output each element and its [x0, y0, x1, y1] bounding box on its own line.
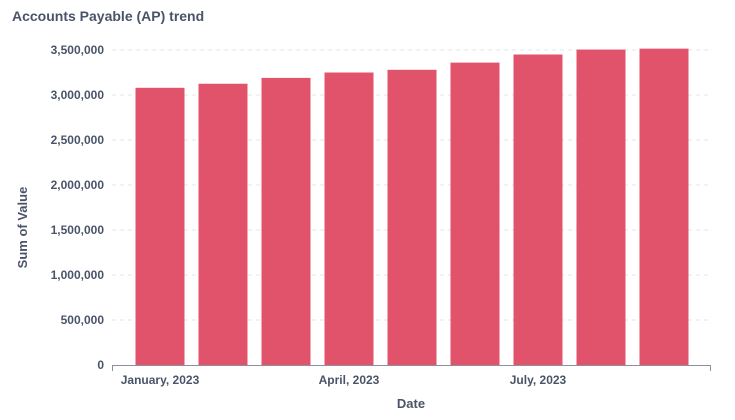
bar	[576, 49, 626, 366]
y-tick-label: 500,000	[61, 313, 105, 327]
y-tick-label: 0	[97, 358, 104, 372]
x-tick-label: January, 2023	[121, 373, 200, 387]
bar	[513, 54, 563, 365]
y-axis-title: Sum of Value	[15, 187, 30, 269]
bar	[639, 48, 689, 366]
bar	[198, 83, 248, 365]
bar	[450, 62, 500, 365]
y-tick-label: 2,000,000	[51, 178, 105, 192]
bar	[324, 72, 374, 365]
y-tick-label: 3,000,000	[51, 88, 105, 102]
chart-title: Accounts Payable (AP) trend	[12, 8, 205, 24]
x-axis-title: Date	[397, 396, 425, 411]
bar	[261, 77, 311, 366]
x-tick-label: July, 2023	[510, 373, 567, 387]
bar	[387, 69, 437, 366]
x-tick-label: April, 2023	[319, 373, 380, 387]
y-tick-label: 2,500,000	[51, 133, 105, 147]
tick-labels: 0 500,000 1,000,000 1,500,000 2,000,000 2,500…	[51, 43, 567, 387]
y-tick-label: 3,500,000	[51, 43, 105, 57]
bar	[135, 87, 185, 366]
y-tick-label: 1,500,000	[51, 223, 105, 237]
bars	[135, 48, 689, 366]
y-tick-label: 1,000,000	[51, 268, 105, 282]
axes	[112, 365, 711, 371]
